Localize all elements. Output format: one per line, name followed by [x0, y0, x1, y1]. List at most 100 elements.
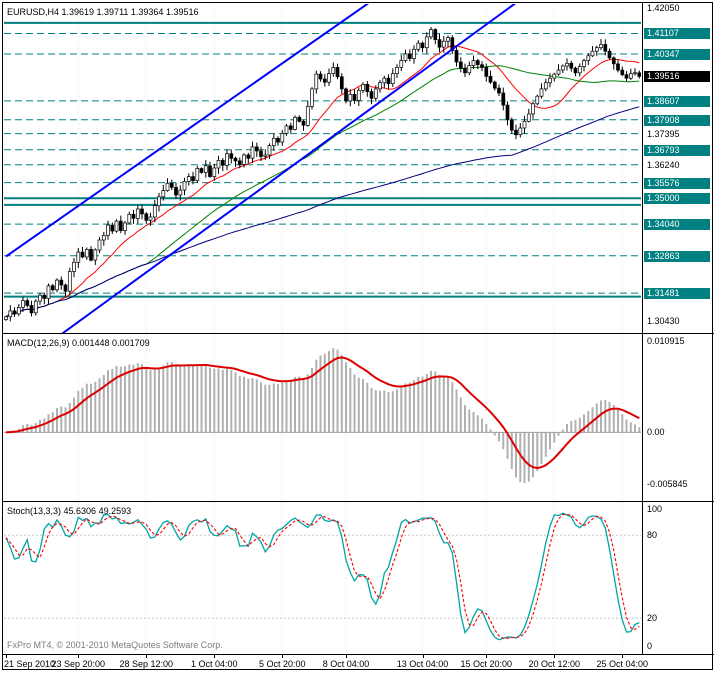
candle	[220, 160, 225, 166]
candle	[127, 213, 132, 224]
candle	[4, 316, 8, 320]
panel-separator[interactable]	[2, 333, 714, 334]
candle	[501, 92, 506, 106]
candle	[271, 137, 276, 146]
macd-scale-label: -0.005845	[647, 479, 688, 489]
candle	[543, 82, 548, 90]
candle	[259, 150, 263, 157]
candle	[288, 125, 293, 130]
trend-line[interactable]	[5, 4, 410, 258]
candle	[233, 157, 238, 162]
candle	[327, 73, 331, 83]
scale-price-label: 1.37395	[647, 129, 680, 139]
price-chart-canvas[interactable]	[4, 4, 641, 333]
candle	[157, 196, 161, 207]
time-tick	[486, 655, 488, 658]
candle	[203, 165, 208, 173]
candle	[628, 73, 633, 79]
candle	[624, 74, 629, 79]
candle	[101, 235, 106, 241]
candle	[403, 53, 408, 61]
candle	[344, 88, 348, 102]
time-tick	[554, 655, 556, 658]
candle	[118, 220, 123, 231]
candle	[110, 224, 115, 232]
candle	[67, 271, 72, 292]
candle	[38, 294, 42, 302]
candle	[467, 65, 472, 74]
level-price-label: 1.41107	[644, 28, 710, 39]
candle	[361, 84, 365, 91]
candle	[297, 116, 302, 122]
time-tick	[214, 655, 216, 658]
trend-line[interactable]	[61, 4, 520, 333]
candle	[93, 249, 98, 261]
candle	[492, 81, 497, 89]
candle	[526, 113, 531, 122]
price-scale-border	[642, 2, 643, 655]
candle	[607, 50, 612, 59]
copyright-text: FxPro MT4, © 2001-2010 MetaQuotes Softwa…	[7, 640, 223, 650]
candle	[216, 160, 221, 169]
candle	[331, 67, 336, 74]
candle	[178, 189, 183, 196]
time-axis-label: 8 Oct 04:00	[322, 659, 370, 669]
level-price-label: 1.37908	[644, 115, 710, 126]
candle	[531, 103, 535, 115]
time-axis[interactable]: 21 Sep 2010 23 Sep 20:00 28 Sep 12:00 1 Oct…	[4, 655, 664, 672]
candle	[55, 279, 59, 291]
candle	[518, 127, 523, 136]
candle	[471, 60, 476, 66]
macd-title: MACD(12,26,9) 0.001448 0.001709	[7, 338, 150, 348]
candle	[237, 160, 242, 165]
candle	[229, 153, 234, 159]
candle	[314, 73, 319, 90]
candle	[106, 224, 110, 236]
candle	[280, 133, 285, 143]
panel-separator[interactable]	[2, 501, 714, 502]
candle	[437, 39, 442, 48]
candle	[242, 154, 246, 165]
price-scale[interactable]: 1.42050 1.41107 1.40347 1.38607 1.37908 1.373…	[643, 0, 715, 673]
candle	[80, 251, 85, 258]
candle	[573, 67, 578, 74]
candle	[586, 55, 591, 62]
time-tick	[346, 655, 347, 658]
candle	[548, 77, 552, 84]
candle	[301, 120, 306, 126]
candle	[263, 154, 268, 157]
candle	[339, 76, 344, 90]
candle	[633, 72, 637, 75]
macd-indicator-canvas[interactable]	[4, 334, 641, 501]
level-price-label: 1.40347	[644, 49, 710, 60]
candle	[174, 187, 178, 196]
candle	[267, 145, 272, 156]
time-axis-label: 23 Sep 20:00	[51, 659, 106, 669]
candle	[59, 279, 64, 286]
candle	[365, 84, 370, 93]
candle	[582, 60, 586, 67]
candle	[556, 69, 561, 75]
candle	[420, 42, 425, 49]
candle	[97, 239, 102, 251]
stoch-indicator-canvas[interactable]	[4, 502, 641, 654]
candle	[254, 146, 259, 152]
chart-title: EURUSD,H4 1.39619 1.39711 1.39364 1.3951…	[7, 7, 199, 17]
candle	[131, 213, 136, 219]
candle	[140, 208, 144, 215]
candle	[186, 176, 191, 182]
candle	[535, 95, 540, 105]
time-axis-label: 21 Sep 2010	[4, 659, 56, 669]
candle	[577, 66, 582, 74]
candle	[378, 82, 382, 90]
candle	[29, 305, 34, 314]
candle	[488, 75, 493, 83]
candle	[33, 300, 38, 314]
candle	[89, 249, 93, 261]
candle	[195, 168, 200, 181]
time-tick	[422, 655, 424, 658]
candle	[514, 129, 518, 136]
time-axis-label: 5 Oct 20:00	[258, 659, 306, 669]
